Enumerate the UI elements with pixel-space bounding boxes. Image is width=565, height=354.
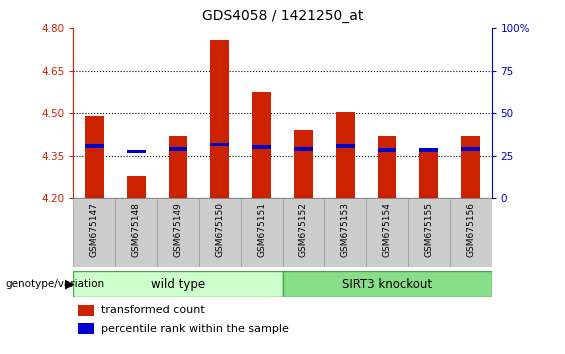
Bar: [168, 147, 188, 150]
Bar: [157, 198, 199, 267]
Bar: [408, 198, 450, 267]
Bar: [85, 144, 104, 148]
Bar: [127, 176, 146, 198]
Bar: [294, 130, 313, 198]
Bar: [324, 198, 366, 267]
Text: genotype/variation: genotype/variation: [6, 279, 105, 289]
Bar: [168, 136, 188, 198]
Bar: [241, 198, 282, 267]
Bar: [377, 148, 397, 152]
Bar: [199, 198, 241, 267]
Text: GSM675150: GSM675150: [215, 202, 224, 257]
Bar: [294, 147, 313, 150]
Bar: [419, 148, 438, 152]
Bar: [77, 305, 94, 316]
Bar: [366, 198, 408, 267]
Bar: [336, 144, 355, 148]
Bar: [450, 198, 492, 267]
Text: transformed count: transformed count: [101, 305, 205, 315]
Bar: [377, 136, 397, 198]
Bar: [419, 149, 438, 198]
Bar: [252, 92, 271, 198]
Text: GDS4058 / 1421250_at: GDS4058 / 1421250_at: [202, 9, 363, 23]
Bar: [252, 145, 271, 149]
Text: GSM675156: GSM675156: [466, 202, 475, 257]
Text: GSM675147: GSM675147: [90, 202, 99, 257]
Bar: [461, 136, 480, 198]
Text: GSM675152: GSM675152: [299, 202, 308, 257]
Bar: [77, 323, 94, 334]
Bar: [461, 147, 480, 150]
FancyBboxPatch shape: [282, 271, 492, 297]
Text: percentile rank within the sample: percentile rank within the sample: [101, 324, 289, 333]
Bar: [282, 198, 324, 267]
Text: GSM675153: GSM675153: [341, 202, 350, 257]
Text: GSM675151: GSM675151: [257, 202, 266, 257]
Bar: [73, 198, 115, 267]
Text: GSM675154: GSM675154: [383, 202, 392, 257]
Text: SIRT3 knockout: SIRT3 knockout: [342, 278, 432, 291]
Text: wild type: wild type: [151, 278, 205, 291]
Bar: [210, 40, 229, 198]
FancyBboxPatch shape: [73, 271, 282, 297]
Bar: [115, 198, 157, 267]
Bar: [85, 116, 104, 198]
Bar: [127, 150, 146, 153]
Bar: [210, 143, 229, 146]
Text: ▶: ▶: [64, 278, 75, 291]
Text: GSM675149: GSM675149: [173, 202, 182, 257]
Bar: [336, 112, 355, 198]
Text: GSM675148: GSM675148: [132, 202, 141, 257]
Text: GSM675155: GSM675155: [424, 202, 433, 257]
